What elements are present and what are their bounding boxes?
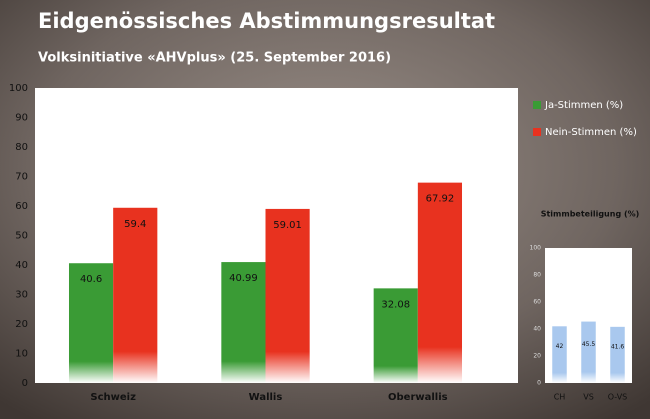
bar xyxy=(68,263,114,383)
x-tick-label: Schweiz xyxy=(90,392,136,403)
chart-subtitle: Volksinitiative «AHVplus» (25. September… xyxy=(38,51,391,66)
legend-swatch xyxy=(533,128,541,136)
x-tick-label: Oberwallis xyxy=(388,392,448,403)
data-label: 67.92 xyxy=(426,194,455,205)
y-tick-label: 0 xyxy=(537,380,541,387)
bar xyxy=(581,321,596,383)
data-label: 59.4 xyxy=(124,219,146,230)
x-tick-label: O-VS xyxy=(608,393,628,402)
y-tick-label: 50 xyxy=(15,231,28,242)
bar xyxy=(373,288,418,383)
y-tick-label: 60 xyxy=(15,201,28,212)
x-tick-label: Wallis xyxy=(249,392,283,403)
y-tick-label: 40 xyxy=(533,326,541,333)
bar xyxy=(610,326,625,383)
x-tick-label: CH xyxy=(554,393,566,402)
y-tick-label: 10 xyxy=(15,349,28,360)
data-label: 41.6 xyxy=(611,343,625,350)
y-tick-label: 0 xyxy=(22,378,28,389)
y-tick-label: 80 xyxy=(15,142,28,153)
legend-label: Ja-Stimmen (%) xyxy=(544,100,623,111)
bar xyxy=(552,326,567,383)
legend-swatch xyxy=(533,101,541,109)
bar xyxy=(113,207,158,383)
y-tick-label: 100 xyxy=(9,83,28,94)
y-tick-label: 100 xyxy=(530,245,542,252)
data-label: 59.01 xyxy=(273,220,302,231)
y-tick-label: 40 xyxy=(15,260,28,271)
y-tick-label: 80 xyxy=(533,272,541,279)
data-label: 40.99 xyxy=(229,273,258,284)
y-tick-label: 20 xyxy=(15,319,28,330)
y-tick-label: 70 xyxy=(15,172,28,183)
y-tick-label: 90 xyxy=(15,113,28,124)
y-tick-label: 60 xyxy=(533,299,541,306)
y-tick-label: 30 xyxy=(15,290,28,301)
data-label: 42 xyxy=(556,343,564,350)
data-label: 40.6 xyxy=(80,274,102,285)
chart-title: Eidgenössisches Abstimmungsresultat xyxy=(38,9,495,33)
bar xyxy=(265,208,310,383)
bar xyxy=(417,182,463,383)
bar xyxy=(221,262,266,383)
x-tick-label: VS xyxy=(583,393,594,402)
data-label: 32.08 xyxy=(381,299,410,310)
y-tick-label: 20 xyxy=(533,353,541,360)
data-label: 45.5 xyxy=(582,341,596,348)
legend-label: Nein-Stimmen (%) xyxy=(545,127,637,138)
inset-title: Stimmbeteiligung (%) xyxy=(541,210,640,219)
